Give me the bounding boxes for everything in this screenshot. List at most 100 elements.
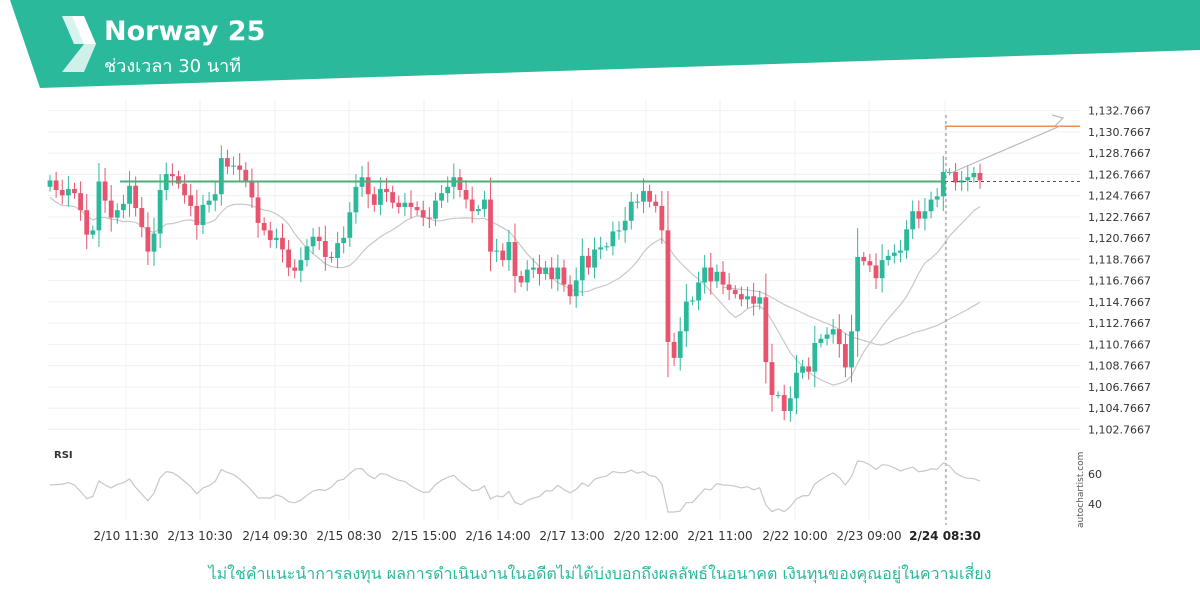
candle-body xyxy=(836,329,842,345)
candle-body xyxy=(794,372,799,399)
candle-body xyxy=(96,181,102,231)
candle-body xyxy=(683,301,689,332)
candle-body xyxy=(616,230,622,232)
candle-body xyxy=(200,204,206,226)
candle-body xyxy=(273,237,279,240)
candle-body xyxy=(800,366,805,373)
candle-body xyxy=(78,193,83,211)
page-title: Norway 25 xyxy=(104,16,266,47)
candle-body xyxy=(592,249,597,268)
candle-body xyxy=(561,267,567,285)
price-tick-label: 1,108.7667 xyxy=(1088,360,1151,373)
candle-body xyxy=(377,188,383,205)
candle-body xyxy=(133,185,139,209)
candle-body xyxy=(65,188,71,196)
candle-body xyxy=(237,165,243,170)
candle-body xyxy=(598,247,604,250)
candle-body xyxy=(500,250,506,261)
candle-body xyxy=(628,201,634,221)
rsi-panel: RSI 60 40 xyxy=(49,450,1102,513)
time-tick-label: 2/15 15:00 xyxy=(391,529,456,543)
price-tick-label: 1,112.7667 xyxy=(1088,317,1151,330)
time-tick-label: 2/16 14:00 xyxy=(465,529,530,543)
candle-body xyxy=(414,206,420,211)
price-tick-label: 1,106.7667 xyxy=(1088,381,1151,394)
candle-body xyxy=(690,300,695,302)
candle-body xyxy=(842,344,848,368)
rsi-line xyxy=(49,460,981,513)
candle-body xyxy=(604,246,610,248)
candle-body xyxy=(830,329,836,335)
candle-body xyxy=(298,260,304,271)
candle-body xyxy=(482,199,487,210)
candle-body xyxy=(188,195,194,206)
time-tick-label: 2/15 08:30 xyxy=(316,529,381,543)
candle-body xyxy=(457,177,463,190)
candle-body xyxy=(891,252,897,256)
candle-body xyxy=(439,193,444,201)
candle-body xyxy=(610,231,616,247)
candle-body xyxy=(959,180,965,183)
candle-body xyxy=(732,289,738,295)
candle-body xyxy=(304,246,310,261)
candle-body xyxy=(121,203,126,211)
candle-body xyxy=(751,296,757,304)
candle-body xyxy=(249,180,255,198)
candle-body xyxy=(512,242,518,277)
candle-body xyxy=(953,171,958,183)
candle-body xyxy=(947,171,952,173)
candle-body xyxy=(537,267,542,274)
candle-body xyxy=(677,331,683,358)
candle-body xyxy=(696,282,701,301)
candle-body xyxy=(231,165,236,167)
candle-body xyxy=(151,233,157,252)
candle-body xyxy=(475,209,481,212)
candle-body xyxy=(335,243,340,258)
candle-body xyxy=(310,236,316,247)
candle-body xyxy=(53,180,59,190)
rsi-tick-40: 40 xyxy=(1088,498,1102,511)
time-tick-label: 2/23 09:00 xyxy=(836,529,901,543)
candles xyxy=(47,145,983,422)
candle-body xyxy=(59,189,65,196)
price-tick-label: 1,130.7667 xyxy=(1088,126,1151,139)
price-tick-label: 1,132.7667 xyxy=(1088,105,1151,118)
candle-body xyxy=(445,186,451,194)
levels xyxy=(120,114,1080,525)
candle-body xyxy=(396,202,402,207)
candle-body xyxy=(267,230,273,240)
candle-body xyxy=(567,284,573,297)
candle-body xyxy=(708,267,714,282)
candle-body xyxy=(738,294,744,300)
forecast-arrow-head xyxy=(1051,114,1065,127)
header-banner-shape xyxy=(10,0,1200,88)
candle-body xyxy=(347,212,353,238)
candle-body xyxy=(322,240,328,257)
candle-body xyxy=(353,186,359,213)
candle-body xyxy=(885,255,891,261)
candle-body xyxy=(573,280,579,297)
candle-body xyxy=(873,265,879,279)
candle-body xyxy=(769,362,775,396)
candle-body xyxy=(812,342,818,372)
candle-body xyxy=(102,181,108,201)
candle-body xyxy=(910,211,916,230)
candle-body xyxy=(904,229,909,251)
candle-body xyxy=(916,211,922,219)
time-tick-label: 2/14 09:30 xyxy=(242,529,307,543)
candle-body xyxy=(524,269,530,283)
time-tick-label: 2/20 12:00 xyxy=(613,529,678,543)
candle-body xyxy=(469,199,475,212)
candle-body xyxy=(879,260,885,279)
price-tick-label: 1,124.7667 xyxy=(1088,190,1151,203)
candle-body xyxy=(145,227,151,252)
candle-body xyxy=(781,395,787,411)
candle-body xyxy=(114,210,120,218)
candle-body xyxy=(665,230,671,342)
candle-body xyxy=(261,222,267,231)
price-axis: 1,132.7667 1,130.7667 1,128.7667 1,126.7667… xyxy=(1088,105,1151,437)
forecast-arrow-line xyxy=(949,124,1063,174)
candle-body xyxy=(341,237,347,244)
candle-body xyxy=(194,205,200,226)
candle-body xyxy=(928,199,934,212)
